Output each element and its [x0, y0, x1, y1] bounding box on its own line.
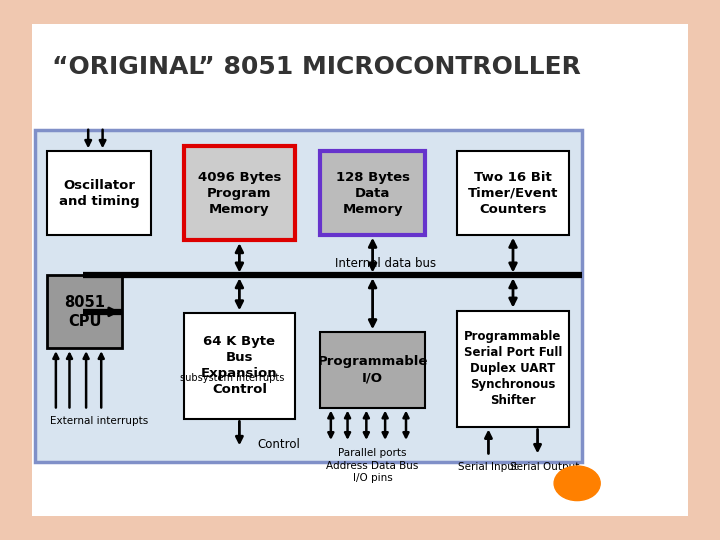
FancyBboxPatch shape	[184, 313, 295, 418]
FancyBboxPatch shape	[35, 130, 582, 462]
FancyBboxPatch shape	[184, 146, 295, 240]
FancyBboxPatch shape	[320, 332, 425, 408]
Text: External interrupts: External interrupts	[50, 416, 148, 426]
Text: Parallel ports
Address Data Bus
I/O pins: Parallel ports Address Data Bus I/O pins	[326, 448, 419, 483]
FancyBboxPatch shape	[47, 275, 122, 348]
Text: 64 K Byte
Bus
Expansion
Control: 64 K Byte Bus Expansion Control	[201, 335, 278, 396]
Text: Control: Control	[258, 438, 300, 451]
Text: Serial Input: Serial Input	[459, 462, 518, 472]
FancyBboxPatch shape	[0, 516, 720, 540]
Text: 128 Bytes
Data
Memory: 128 Bytes Data Memory	[336, 171, 410, 215]
Text: “ORIGINAL” 8051 MICROCONTROLLER: “ORIGINAL” 8051 MICROCONTROLLER	[53, 56, 581, 79]
Text: subsystem interrupts: subsystem interrupts	[180, 373, 284, 383]
FancyBboxPatch shape	[320, 151, 425, 235]
Text: Programmable
Serial Port Full
Duplex UART
Synchronous
Shifter: Programmable Serial Port Full Duplex UAR…	[464, 330, 562, 407]
Text: Programmable
I/O: Programmable I/O	[318, 355, 428, 384]
Circle shape	[554, 466, 600, 501]
Text: Internal data bus: Internal data bus	[335, 257, 436, 270]
Text: Oscillator
and timing: Oscillator and timing	[59, 179, 139, 207]
FancyBboxPatch shape	[47, 151, 151, 235]
Text: 4096 Bytes
Program
Memory: 4096 Bytes Program Memory	[198, 171, 281, 215]
FancyBboxPatch shape	[0, 0, 32, 540]
Text: 8051
CPU: 8051 CPU	[64, 295, 105, 329]
FancyBboxPatch shape	[688, 0, 720, 540]
Text: Serial Output: Serial Output	[510, 462, 580, 472]
Text: Two 16 Bit
Timer/Event
Counters: Two 16 Bit Timer/Event Counters	[468, 171, 558, 215]
FancyBboxPatch shape	[0, 0, 720, 24]
FancyBboxPatch shape	[457, 310, 569, 427]
FancyBboxPatch shape	[457, 151, 569, 235]
